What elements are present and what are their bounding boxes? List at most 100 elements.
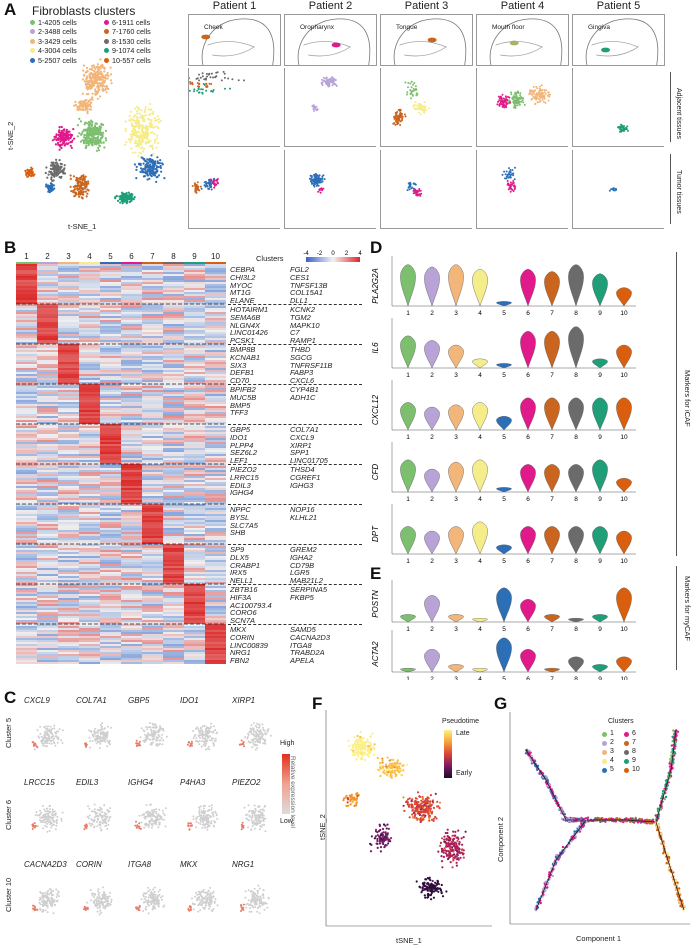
tsne-cell-point	[149, 140, 152, 143]
heatmap-cell	[100, 540, 121, 542]
tsne-cell-point	[155, 180, 158, 183]
patient-cell-point	[410, 92, 413, 95]
heatmap-cell	[142, 474, 163, 476]
heatmap-cell	[58, 438, 79, 440]
feature-cell-point	[150, 731, 153, 734]
tsne-cell-point	[47, 173, 50, 176]
heatmap-cell	[58, 654, 79, 656]
patient-cell-point	[515, 101, 518, 103]
heatmap-cell	[37, 562, 58, 564]
heatmap-cell	[184, 346, 205, 348]
heatmap-cell	[205, 310, 226, 312]
heatmap-cell	[79, 348, 100, 350]
tsne-cell-point	[92, 127, 95, 130]
tsne-cell-point	[136, 125, 139, 128]
heatmap-cell	[79, 470, 100, 472]
heatmap-cell	[100, 624, 121, 626]
patient-cell-point	[212, 178, 215, 181]
heatmap-cell	[184, 446, 205, 448]
heatmap-cell	[184, 384, 205, 386]
heatmap-cell	[142, 342, 163, 344]
heatmap-cell	[205, 342, 226, 344]
patient-cell-point	[205, 83, 208, 85]
anatomy-box	[572, 14, 665, 66]
heatmap-cell	[184, 364, 205, 366]
heatmap-cell	[205, 318, 226, 320]
heatmap-cell	[58, 356, 79, 358]
feature-cell-point	[44, 732, 47, 735]
heatmap-cell	[163, 556, 184, 558]
heatmap-cluster-bar	[16, 262, 37, 265]
gene-list-right: KCNK2 TGM2 MAPK10 C7 RAMP1	[290, 305, 320, 346]
heatmap-cell	[37, 280, 58, 282]
tsne-cell-point	[136, 110, 139, 113]
heatmap-column-label: 3	[66, 252, 71, 261]
heatmap-cell	[58, 660, 79, 662]
patient-cell-point	[612, 187, 615, 190]
tsne-cell-point	[87, 100, 90, 104]
heatmap-cell	[58, 624, 79, 626]
heatmap-cell	[184, 390, 205, 392]
heatmap-cell	[58, 466, 79, 468]
heatmap-cell	[142, 376, 163, 378]
tsne-cell-point	[125, 196, 128, 199]
heatmap-cell	[121, 558, 142, 560]
patient-cell-point	[515, 94, 518, 97]
heatmap-cell	[163, 364, 184, 366]
heatmap-cell	[100, 566, 121, 568]
tsne-cell-point	[78, 180, 81, 183]
heatmap-cell	[100, 636, 121, 638]
heatmap-cell	[16, 322, 37, 324]
feature-cell-point	[47, 737, 50, 740]
heatmap-cell	[58, 322, 79, 324]
tsne-cell-point	[161, 163, 164, 166]
patient-cell-point	[412, 192, 415, 195]
heatmap-cell	[37, 606, 58, 608]
heatmap-cell	[58, 402, 79, 404]
heatmap-cell	[37, 466, 58, 468]
heatmap-cell	[37, 440, 58, 442]
heatmap-cell	[100, 360, 121, 362]
heatmap-cell	[142, 324, 163, 326]
heatmap-cell	[142, 608, 163, 610]
heatmap-cell	[79, 552, 100, 554]
heatmap-cell	[205, 400, 226, 402]
heatmap-column-label: 2	[45, 252, 50, 261]
heatmap-cell	[16, 526, 37, 528]
patient-cell-point	[509, 181, 512, 184]
tsne-cell-point	[85, 93, 88, 96]
heatmap-cell	[37, 590, 58, 592]
tsne-cell-point	[157, 174, 161, 177]
tsne-cell-point	[135, 116, 139, 119]
heatmap-cell	[142, 296, 163, 298]
row-bracket	[670, 72, 671, 142]
heatmap-cell	[205, 440, 226, 442]
heatmap-cell	[184, 272, 205, 274]
heatmap-cell	[79, 432, 100, 434]
heatmap-cell	[142, 602, 163, 604]
heatmap-cell	[163, 278, 184, 280]
patient-cell-point	[543, 94, 546, 97]
heatmap-cell	[58, 274, 79, 276]
heatmap-cell	[58, 398, 79, 400]
tsne-cell-point	[81, 130, 84, 133]
heatmap-cell	[121, 404, 142, 406]
heatmap-cell	[37, 298, 58, 300]
heatmap-cell	[79, 382, 100, 384]
heatmap-cell	[79, 266, 100, 268]
cluster-dot	[104, 48, 109, 54]
heatmap-cell	[16, 574, 37, 576]
heatmap-cell	[205, 464, 226, 466]
heatmap-cell	[79, 556, 100, 558]
heatmap-cell	[16, 456, 37, 458]
heatmap-cell	[205, 554, 226, 556]
heatmap-cell	[205, 436, 226, 438]
patient-cell-point	[514, 187, 516, 190]
heatmap-cell	[100, 294, 121, 296]
heatmap-cell	[142, 326, 163, 328]
heatmap-cell	[37, 648, 58, 650]
heatmap-cell	[163, 426, 184, 428]
tsne-cell-point	[138, 116, 141, 119]
heatmap-cell	[16, 504, 37, 506]
heatmap-cell	[142, 644, 163, 646]
